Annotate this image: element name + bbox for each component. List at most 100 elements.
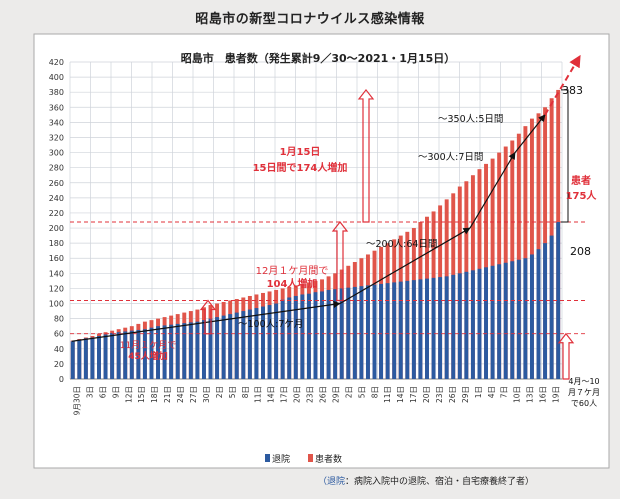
x-tick-label: 20日 [422, 386, 431, 403]
bar-discharged [221, 315, 226, 379]
bar-discharged [234, 312, 239, 379]
trend-arrow [339, 227, 471, 305]
annotation-patients-diff: 175人 [566, 189, 598, 202]
legend-label-patients: 患者数 [315, 453, 342, 465]
bar-discharged [470, 270, 475, 379]
bar-discharged [333, 289, 338, 379]
bar-discharged [116, 332, 121, 379]
bar-discharged [438, 277, 443, 379]
x-tick-label: 8日 [241, 386, 250, 398]
bar-discharged [543, 243, 548, 379]
bar-discharged [175, 323, 180, 379]
legend-swatch-discharged [265, 454, 270, 462]
annotation-dec-line1: 12月１ケ月間で [256, 265, 329, 277]
y-tick-label: 260 [49, 179, 64, 188]
bar-discharged [398, 281, 403, 379]
x-tick-label: 6日 [98, 386, 107, 398]
bar-discharged [70, 341, 75, 379]
value-208: 208 [570, 245, 591, 258]
bar-patients [536, 113, 541, 380]
trend-arrow [71, 300, 341, 342]
bar-discharged [306, 293, 311, 379]
annotation-300: ～300人:7日間 [418, 152, 483, 163]
bar-discharged [392, 282, 397, 379]
y-tick-label: 420 [49, 58, 64, 67]
y-tick-label: 100 [49, 300, 64, 309]
bar-discharged [247, 309, 252, 379]
y-tick-label: 300 [49, 149, 64, 158]
increase-arrow-early [557, 332, 575, 380]
annotation-dec-line2: 104人増加 [267, 277, 318, 290]
bar-discharged [287, 297, 292, 379]
bar-discharged [103, 334, 108, 379]
bar-discharged [110, 332, 115, 379]
bar-discharged [182, 323, 187, 379]
bar-discharged [516, 259, 521, 379]
bar-discharged [274, 303, 279, 379]
footnote-tail: ：病院入院中の退院、宿泊・自宅療養終了者） [345, 475, 534, 487]
bar-discharged [536, 249, 541, 379]
x-tick-label: 18日 [150, 386, 159, 403]
x-axis-ticks: 9月30日 3日 6日 9日 12日 15日 18日 21日 24日 27日 30日 2日 5日 8日 11… [72, 386, 560, 415]
x-tick-label: 12日 [124, 386, 133, 403]
y-tick-label: 0 [59, 375, 64, 384]
x-tick-label: 26日 [318, 386, 327, 403]
bar-discharged [188, 322, 193, 379]
annotation-patients: 患者 [571, 174, 591, 187]
x-tick-label: 14日 [267, 386, 276, 403]
bar-discharged [156, 326, 161, 379]
x-tick-label: 19日 [552, 386, 561, 403]
bar-discharged [90, 337, 95, 379]
bar-discharged [477, 268, 482, 379]
x-tick-label: 24日 [176, 386, 185, 403]
bar-discharged [215, 317, 220, 379]
bar-discharged [418, 279, 423, 379]
y-tick-label: 80 [54, 315, 64, 324]
x-tick-label: 2日 [215, 386, 224, 398]
bar-patients [510, 140, 515, 379]
bracket [561, 89, 569, 223]
bar-discharged [313, 292, 318, 379]
increase-arrow-nov [199, 299, 217, 335]
x-tick-label: 23日 [435, 386, 444, 403]
bar-discharged [346, 287, 351, 379]
annotation-350: ～350人:5日間 [438, 114, 503, 125]
x-tick-label: 9日 [111, 386, 120, 398]
bar-patients [529, 118, 534, 379]
x-tick-label: 1日 [474, 386, 483, 398]
bar-discharged [195, 321, 200, 379]
y-tick-label: 360 [49, 103, 64, 112]
y-tick-label: 320 [49, 133, 64, 142]
bar-discharged [129, 330, 134, 379]
x-tick-label: 29日 [331, 386, 340, 403]
y-tick-label: 220 [49, 209, 64, 218]
chart-title: 昭島市 患者数（発生累計9／30～2021・1月15日） [181, 51, 456, 65]
bar-patients [516, 133, 521, 379]
y-tick-label: 240 [49, 194, 64, 203]
bar-discharged [425, 278, 429, 379]
x-tick-label: 4日 [487, 386, 496, 398]
footnote: （退院：病院入院中の退院、宿泊・自宅療養終了者） [318, 475, 534, 487]
y-tick-label: 200 [49, 224, 64, 233]
x-tick-label: 14日 [396, 386, 405, 403]
bar-discharged [464, 271, 469, 379]
x-tick-label: 20日 [293, 386, 302, 403]
legend-label-discharged: 退院 [272, 453, 290, 465]
legend-swatch-patients [308, 454, 313, 462]
bar-discharged [352, 286, 357, 379]
y-tick-label: 60 [54, 330, 64, 339]
bar-discharged [405, 280, 410, 379]
bar-discharged [97, 335, 101, 379]
x-tick-label: 17日 [409, 386, 418, 403]
bar-discharged [431, 277, 436, 379]
value-383: 383 [562, 84, 583, 97]
bar-discharged [169, 324, 174, 379]
bar-discharged [523, 258, 528, 379]
x-tick-label: 9月30日 [72, 386, 81, 415]
annotation-jan-line2: 15日間で174人増加 [253, 161, 348, 174]
bar-discharged [339, 288, 344, 379]
y-tick-label: 180 [49, 239, 64, 248]
bar-discharged [241, 311, 246, 379]
bar-discharged [123, 331, 128, 379]
bar-discharged [149, 327, 154, 379]
